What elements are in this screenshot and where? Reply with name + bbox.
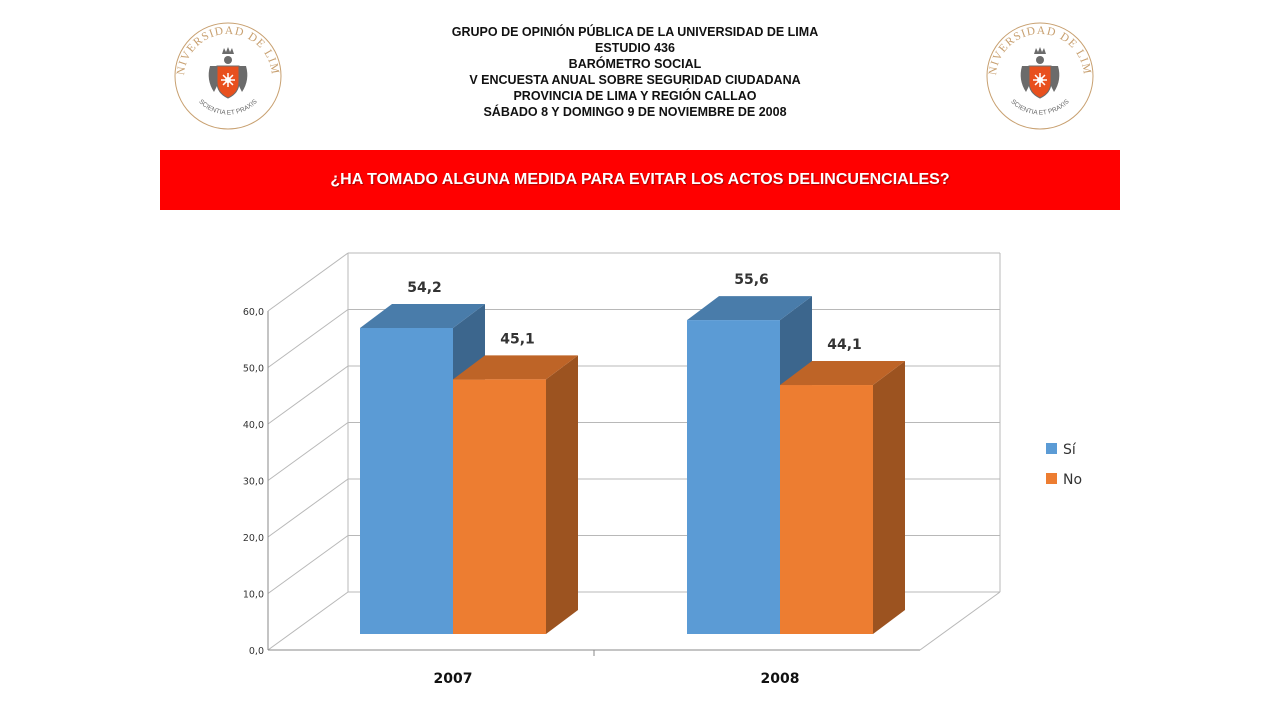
- data-label: 55,6: [734, 272, 769, 288]
- logo-outer-ring: [174, 22, 282, 130]
- data-label: 45,1: [500, 331, 535, 347]
- data-label: 44,1: [827, 337, 862, 353]
- header-line-3: BARÓMETRO SOCIAL: [568, 57, 702, 71]
- bar-side: [873, 361, 905, 634]
- eagle-left-wing-icon: [1020, 66, 1030, 92]
- y-tick-label: 10,0: [243, 590, 264, 601]
- bar-Sí: [687, 320, 780, 634]
- gridline-side: [267, 535, 349, 594]
- gridline-side: [267, 365, 349, 425]
- sun-star-icon: [221, 73, 235, 87]
- question-text: ¿HA TOMADO ALGUNA MEDIDA PARA EVITAR LOS…: [330, 171, 950, 188]
- gridline-side: [267, 309, 349, 368]
- header-line-4: V ENCUESTA ANUAL SOBRE SEGURIDAD CIUDADA…: [469, 73, 801, 87]
- legend-swatch: [1046, 473, 1057, 484]
- eagle-right-wing-icon: [1050, 66, 1060, 92]
- y-tick-label: 60,0: [243, 307, 264, 318]
- eagle-head-icon: [224, 56, 232, 64]
- bar-Sí: [360, 328, 453, 634]
- legend-label: Sí: [1063, 442, 1077, 458]
- y-tick-label: 50,0: [243, 364, 264, 375]
- bar-top: [687, 296, 812, 321]
- header-line-1: GRUPO DE OPINIÓN PÚBLICA DE LA UNIVERSID…: [451, 25, 819, 39]
- bar-No: [453, 379, 546, 634]
- bar-No: [780, 385, 873, 634]
- y-tick-label: 0,0: [249, 646, 264, 657]
- gridline-side: [267, 252, 349, 312]
- header-block: GRUPO DE OPINIÓN PÚBLICA DE LA UNIVERSID…: [330, 24, 940, 120]
- legend-label: No: [1063, 472, 1082, 488]
- legend-swatch: [1046, 443, 1057, 454]
- logo-outer-ring: [986, 22, 1094, 130]
- header-line-2: ESTUDIO 436: [595, 41, 675, 55]
- crown-icon: [1034, 47, 1046, 54]
- gridline-side: [267, 478, 349, 538]
- eagle-left-wing-icon: [208, 66, 218, 92]
- y-tick-label: 30,0: [243, 477, 264, 488]
- y-tick-label: 20,0: [243, 533, 264, 544]
- x-category-label: 2008: [761, 671, 800, 687]
- crown-icon: [222, 47, 234, 54]
- question-banner: ¿HA TOMADO ALGUNA MEDIDA PARA EVITAR LOS…: [160, 150, 1120, 210]
- bar-side: [546, 355, 578, 634]
- sun-star-icon: [1033, 73, 1047, 87]
- eagle-right-wing-icon: [238, 66, 248, 92]
- bar-top: [780, 361, 905, 386]
- header-line-6: SÁBADO 8 Y DOMINGO 9 DE NOVIEMBRE DE 200…: [483, 105, 787, 119]
- gridline-side: [267, 422, 349, 481]
- gridline-side: [267, 591, 349, 651]
- header-line-5: PROVINCIA DE LIMA Y REGIÓN CALLAO: [513, 89, 757, 103]
- eagle-head-icon: [1036, 56, 1044, 64]
- bar-top: [453, 355, 578, 380]
- university-logo-right: UNIVERSIDAD DE LIMASCIENTIA ET PRAXIS: [980, 14, 1094, 130]
- x-category-label: 2007: [434, 671, 473, 687]
- university-logo-left: UNIVERSIDAD DE LIMASCIENTIA ET PRAXIS: [168, 14, 282, 130]
- bar-top: [360, 304, 485, 328]
- floor-edge: [919, 591, 1001, 651]
- y-tick-label: 40,0: [243, 420, 264, 431]
- data-label: 54,2: [407, 280, 442, 296]
